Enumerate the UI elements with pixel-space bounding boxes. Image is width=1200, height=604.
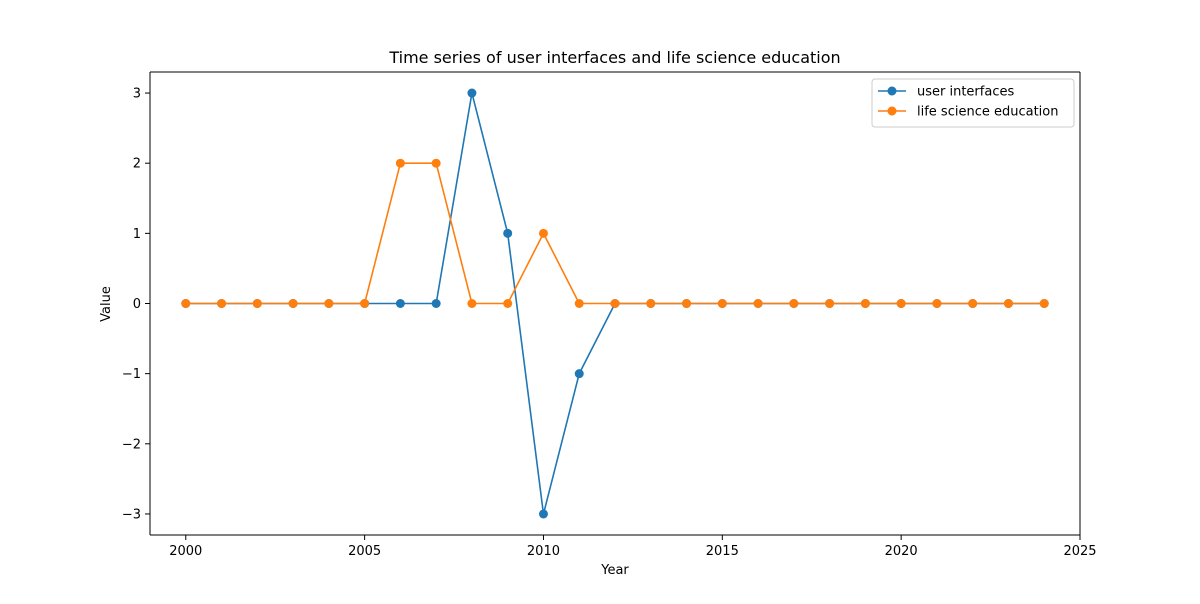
data-point-life-science-education (395, 158, 405, 168)
data-point-life-science-education (288, 299, 298, 308)
legend: user interfaces life science education (871, 78, 1075, 128)
data-point-life-science-education (181, 299, 191, 308)
data-point-user-interfaces (467, 88, 477, 98)
data-point-life-science-education (610, 299, 620, 308)
y-tick-label: 2 (133, 157, 141, 172)
x-tick-label: 2010 (527, 544, 560, 559)
data-point-life-science-education (1039, 299, 1049, 308)
data-point-life-science-education (431, 158, 441, 168)
data-point-life-science-education (503, 299, 513, 308)
y-tick-label: 1 (133, 227, 141, 242)
x-axis-ticks: 2000 2005 2010 2015 2020 2025 (169, 535, 1097, 559)
data-point-life-science-education (789, 299, 799, 308)
data-point-life-science-education (574, 299, 584, 308)
x-tick-label: 2025 (1063, 544, 1096, 559)
data-point-life-science-education (717, 299, 727, 308)
data-point-life-science-education (217, 299, 227, 308)
data-point-life-science-education (360, 299, 370, 308)
data-point-life-science-education (896, 299, 906, 308)
series-layer (181, 88, 1049, 519)
data-point-life-science-education (860, 299, 870, 308)
y-tick-label: 3 (133, 87, 141, 102)
legend-box (871, 78, 1075, 128)
data-point-user-interfaces (503, 228, 513, 238)
data-point-user-interfaces (574, 369, 584, 379)
data-point-life-science-education (538, 228, 548, 238)
data-point-life-science-education (467, 299, 477, 308)
x-tick-label: 2020 (885, 544, 918, 559)
legend-label-life-science-education: life science education (917, 105, 1058, 120)
series-life-science-education (181, 158, 1049, 308)
data-point-user-interfaces (395, 299, 405, 308)
data-point-life-science-education (825, 299, 835, 308)
y-tick-label: −3 (122, 507, 141, 522)
data-point-life-science-education (1003, 299, 1013, 308)
legend-label-user-interfaces: user interfaces (917, 85, 1014, 100)
data-point-user-interfaces (431, 299, 441, 308)
data-point-life-science-education (252, 299, 262, 308)
y-tick-label: 0 (133, 297, 141, 312)
data-point-life-science-education (932, 299, 942, 308)
legend-marker-life-science-education (887, 106, 897, 116)
data-point-life-science-education (753, 299, 763, 308)
data-point-life-science-education (682, 299, 692, 308)
y-tick-label: −2 (122, 437, 141, 452)
data-point-life-science-education (968, 299, 978, 308)
y-axis-ticks: 3 2 1 0 −1 −2 −3 (122, 87, 150, 522)
data-point-user-interfaces (538, 509, 548, 519)
x-tick-label: 2005 (348, 544, 381, 559)
data-point-life-science-education (646, 299, 656, 308)
data-point-life-science-education (324, 299, 334, 308)
chart-title: Time series of user interfaces and life … (388, 48, 840, 67)
x-tick-label: 2000 (169, 544, 202, 559)
y-tick-label: −1 (122, 367, 141, 382)
x-tick-label: 2015 (706, 544, 739, 559)
x-axis-label: Year (600, 563, 629, 578)
legend-marker-user-interfaces (887, 86, 897, 96)
y-axis-label: Value (99, 286, 114, 322)
